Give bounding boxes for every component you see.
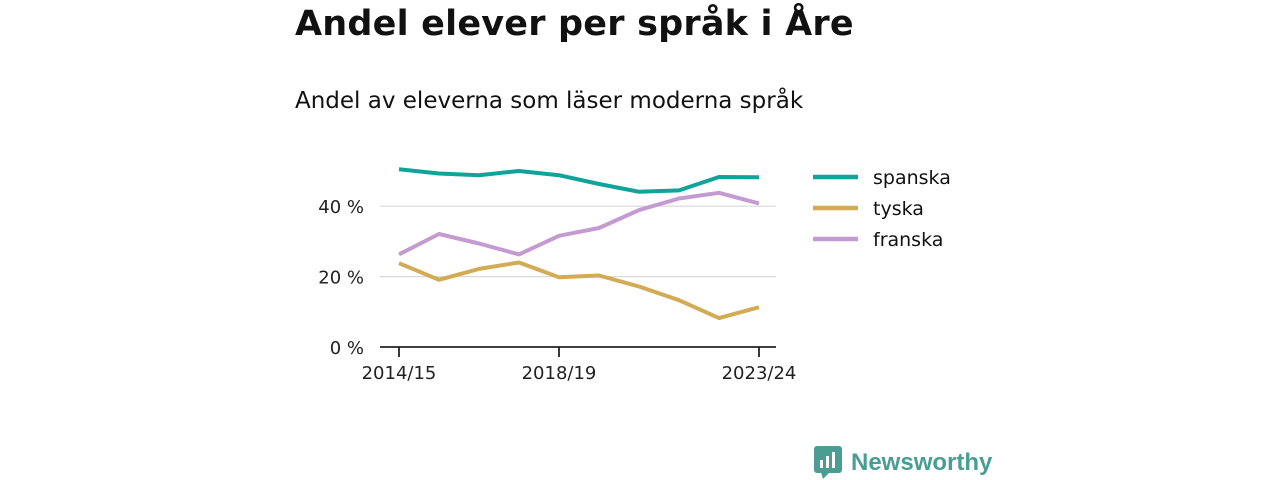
x-tick-label: 2023/24 <box>722 363 797 384</box>
x-tick-label: 2014/15 <box>362 363 437 384</box>
legend-label-tyska: tyska <box>873 198 924 220</box>
series-line-spanska <box>398 167 760 194</box>
series-line-franska <box>398 190 760 257</box>
y-tick-label: 20 % <box>318 268 364 289</box>
chart-subtitle: Andel av eleverna som läser moderna språ… <box>295 88 804 114</box>
legend-label-spanska: spanska <box>873 167 951 189</box>
newsworthy-logo: Newsworthy <box>814 446 992 480</box>
chart-title: Andel elever per språk i Åre <box>295 4 854 44</box>
newsworthy-logo-icon <box>814 446 842 479</box>
legend-label-franska: franska <box>873 229 943 251</box>
x-tick-label: 2018/19 <box>522 363 597 384</box>
newsworthy-logo-text: Newsworthy <box>851 449 993 476</box>
y-tick-label: 40 % <box>318 197 364 218</box>
y-tick-label: 0 % <box>330 338 364 359</box>
series-line-tyska <box>398 260 760 321</box>
